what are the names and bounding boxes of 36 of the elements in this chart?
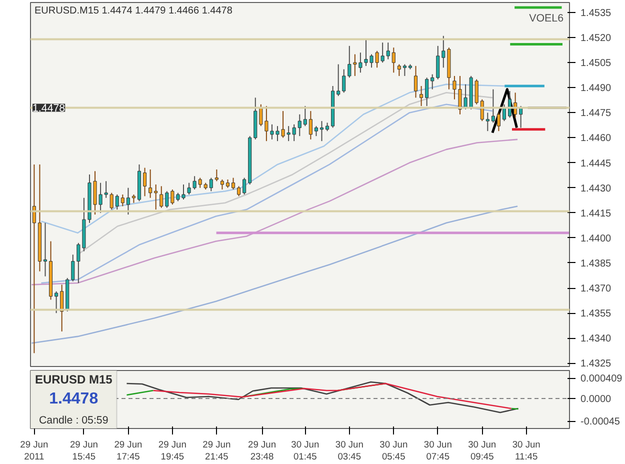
y-tick-label: 1.4385 — [580, 258, 612, 270]
y-tick-label: 1.4505 — [580, 58, 612, 70]
y-tick-label: 1.4490 — [580, 83, 612, 94]
x-tick-label: 30 Jun 05:45 — [380, 440, 408, 462]
y-tick-label: 0.000409 — [580, 374, 623, 385]
y-tick-label: 1.4535 — [580, 8, 612, 20]
y-tick-label: 1.4355 — [580, 308, 612, 320]
y-tick-label: 1.4430 — [580, 183, 612, 194]
y-tick-label: 1.4340 — [580, 334, 612, 345]
y-tick-label: 1.4325 — [580, 358, 612, 370]
x-tick-label: 29 Jun 21:45 — [202, 440, 231, 462]
annotation: EURUSD M15 — [34, 372, 113, 386]
annotation: Candle : 05:59 — [38, 414, 108, 426]
y-tick-label: 1.4460 — [580, 133, 612, 144]
x-tick-label: 30 Jun 11:45 — [512, 440, 540, 462]
ref-line-label: 1.4478 — [32, 102, 66, 115]
y-tick-label: 1.4400 — [580, 233, 612, 244]
y-tick-label: 1.4370 — [580, 284, 612, 295]
annotation: 1.4478 — [49, 390, 98, 408]
y-tick-label: 0.0000 — [580, 394, 612, 405]
chart-title: EURUSD.M15 1.4474 1.4479 1.4466 1.4478 — [34, 6, 233, 16]
x-tick-label: 29 Jun 23:48 — [248, 440, 276, 462]
x-tick-label: 29 Jun 17:45 — [114, 440, 142, 462]
y-tick-label: 1.4415 — [580, 208, 612, 220]
x-tick-label: 29 Jun 2011 — [20, 440, 48, 462]
x-tick-label: 30 Jun 07:45 — [424, 440, 452, 462]
annotation: VOEL6 — [529, 12, 564, 24]
y-tick-label: 1.4520 — [580, 33, 612, 44]
x-tick-label: 29 Jun 19:45 — [158, 440, 186, 462]
x-tick-label: 29 Jun 15:45 — [70, 440, 98, 462]
y-tick-label: 1.4475 — [580, 108, 612, 120]
x-tick-label: 30 Jun 09:45 — [468, 440, 496, 462]
y-tick-label: -0.00045 — [580, 416, 620, 428]
y-tick-label: 1.4445 — [580, 158, 612, 170]
x-tick-label: 30 Jun 01:45 — [291, 440, 320, 462]
x-tick-label: 30 Jun 03:45 — [335, 440, 364, 462]
